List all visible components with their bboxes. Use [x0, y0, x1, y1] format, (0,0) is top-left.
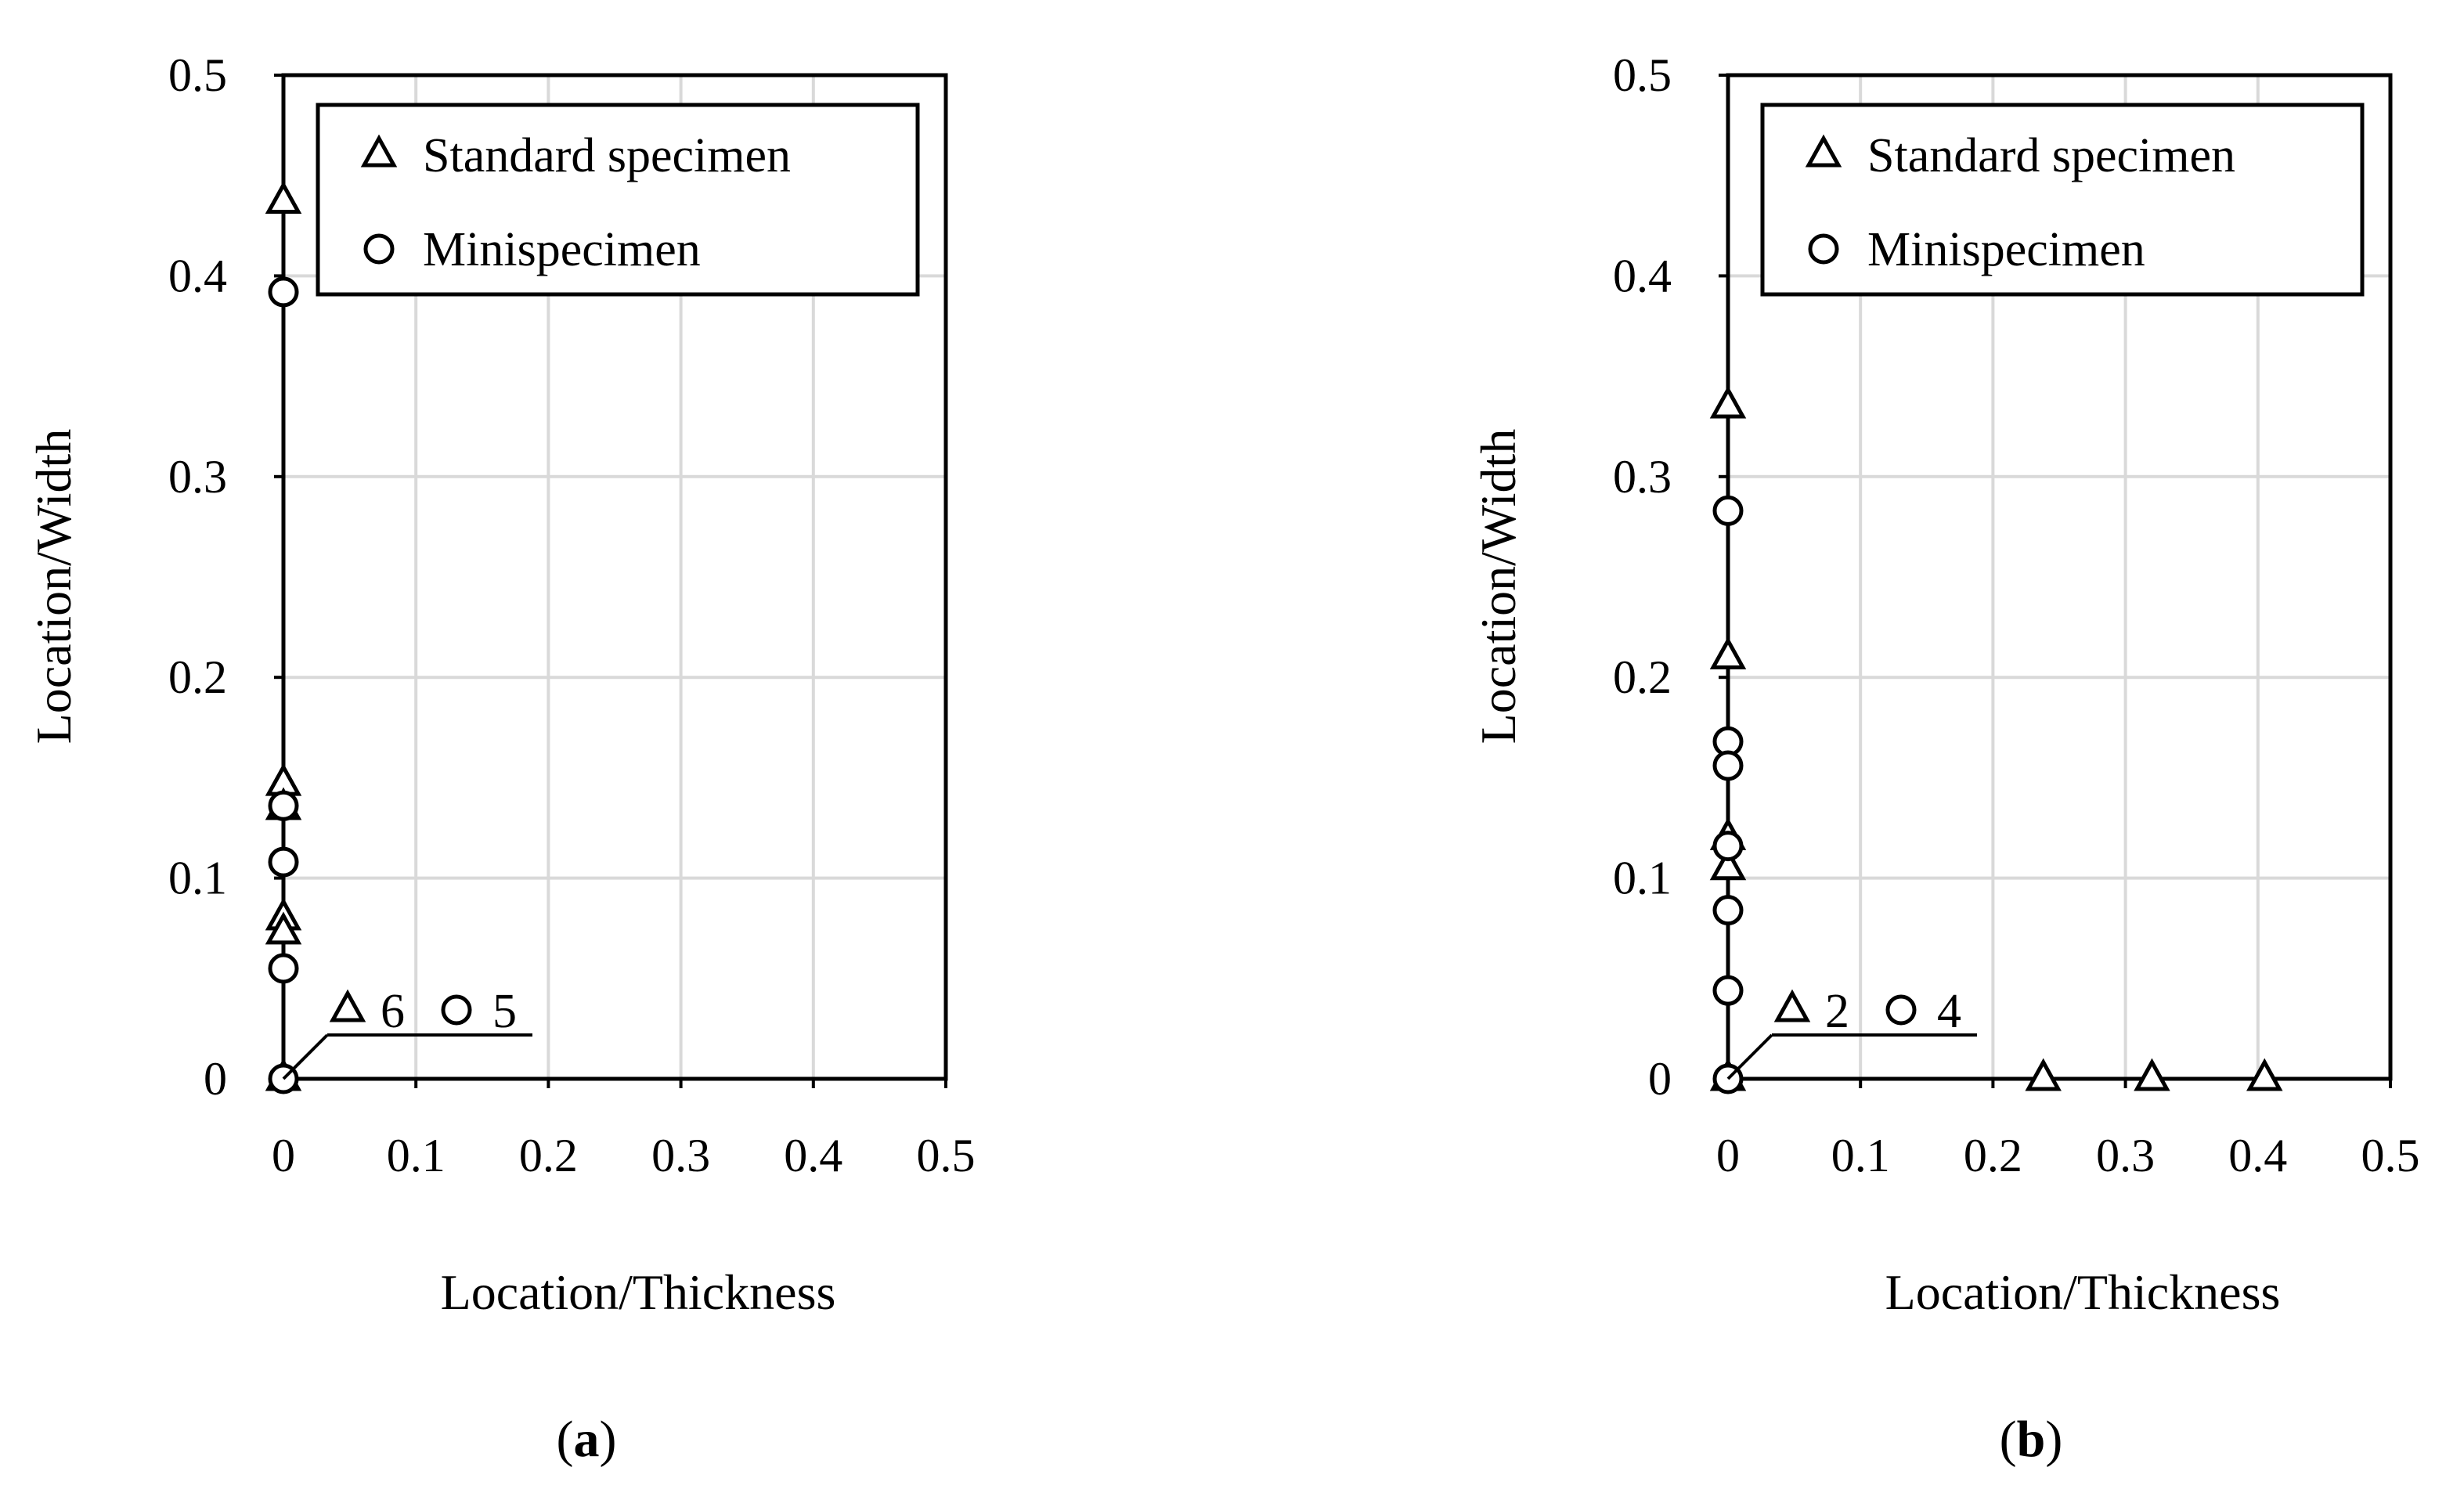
annotation-count: 4 — [1937, 985, 1961, 1038]
legend-triangle-icon — [360, 134, 398, 168]
x-axis-label: Location/Thickness — [441, 1264, 836, 1320]
x-tick-label: 0.4 — [2228, 1130, 2287, 1181]
y-axis-label: Location/Width — [1470, 429, 1526, 745]
y-tick-label: 0.3 — [168, 451, 227, 503]
y-tick-label: 0 — [1648, 1053, 1672, 1105]
x-tick-label: 0.3 — [651, 1130, 710, 1181]
annotation-count: 5 — [492, 985, 517, 1038]
plot-frame — [281, 73, 948, 1081]
data-point-circle — [268, 790, 299, 821]
panel-label: (b) — [2000, 1411, 2063, 1468]
chart-panel-b: 0 0.1 0.2 0.3 0.4 0.5 0 0.1 0.2 0.3 0.4 0.5 Location… — [1470, 49, 2420, 1468]
x-axis-label: Location/Thickness — [1885, 1264, 2281, 1320]
y-tick-label: 0.5 — [1613, 49, 1672, 101]
legend-box — [316, 103, 920, 297]
data-point-circle — [268, 276, 299, 308]
data-point-triangle — [1709, 636, 1747, 670]
data-point-triangle — [2134, 1058, 2170, 1091]
x-tick-label: 0.5 — [917, 1130, 976, 1181]
data-point-triangle — [265, 181, 302, 215]
legend-box — [1760, 103, 2365, 297]
x-tick-label: 0.2 — [519, 1130, 578, 1181]
legend-triangle-icon — [1805, 134, 1842, 168]
y-tick-label: 0.4 — [168, 250, 227, 301]
series-standard-specimen — [1709, 385, 2283, 1091]
annotation-count: 6 — [381, 985, 405, 1038]
legend: Standard specimen Minispecimen — [1760, 103, 2365, 297]
data-point-triangle — [1709, 385, 1747, 419]
x-tick-label: 0.1 — [387, 1130, 446, 1181]
y-axis-label: Location/Width — [26, 429, 81, 745]
panel-label: (a) — [557, 1411, 617, 1468]
data-point-triangle — [2246, 1058, 2283, 1091]
data-point-circle — [268, 846, 299, 878]
data-point-triangle — [1709, 847, 1747, 881]
annotation-circle-icon — [1885, 994, 1917, 1026]
annotation-count: 2 — [1825, 985, 1849, 1038]
y-tick-label: 0.1 — [1613, 853, 1672, 904]
y-tick-label: 0.2 — [168, 651, 227, 703]
y-tick-label: 0.2 — [1613, 651, 1672, 703]
y-tick-label: 0.5 — [168, 49, 227, 101]
legend-label: Standard specimen — [1867, 129, 2235, 182]
data-point-circle — [1712, 495, 1744, 526]
y-tick-label: 0.3 — [1613, 451, 1672, 503]
annotation-circle-icon — [441, 994, 472, 1026]
x-tick-label: 0.1 — [1831, 1130, 1890, 1181]
x-tick-label: 0 — [272, 1130, 295, 1181]
annotation-leader-line — [1726, 1033, 1773, 1080]
legend-circle-icon — [1808, 233, 1839, 265]
data-point-circle — [1712, 895, 1744, 926]
x-tick-label: 0.4 — [784, 1130, 842, 1181]
x-tick-label: 0.5 — [2361, 1130, 2420, 1181]
data-point-circle — [1712, 750, 1744, 781]
legend-label: Minispecimen — [423, 223, 701, 276]
annotation-triangle-icon — [1773, 989, 1811, 1022]
y-tick-label: 0.1 — [168, 853, 227, 904]
y-tick-label: 0 — [204, 1053, 227, 1105]
legend-label: Minispecimen — [1867, 223, 2145, 276]
y-tick-label: 0.4 — [1613, 250, 1672, 301]
data-point-circle — [268, 953, 299, 984]
legend-circle-icon — [363, 233, 395, 265]
data-point-circle — [1712, 975, 1744, 1006]
annotation-triangle-icon — [329, 989, 366, 1022]
legend: Standard specimen Minispecimen — [316, 103, 920, 297]
x-tick-label: 0 — [1716, 1130, 1740, 1181]
data-point-circle — [1712, 831, 1744, 862]
legend-label: Standard specimen — [423, 129, 791, 182]
x-tick-label: 0.2 — [1964, 1130, 2022, 1181]
data-point-triangle — [265, 911, 302, 945]
data-point-triangle — [2025, 1058, 2062, 1091]
chart-panel-a: 0 0.1 0.2 0.3 0.4 0.5 0 0.1 0.2 0.3 0.4 0.5 Location… — [26, 49, 976, 1468]
annotation-leader-line — [282, 1033, 329, 1080]
plot-frame — [1726, 73, 2393, 1081]
series-minispecimen — [1712, 495, 1744, 1094]
x-tick-label: 0.3 — [2096, 1130, 2155, 1181]
